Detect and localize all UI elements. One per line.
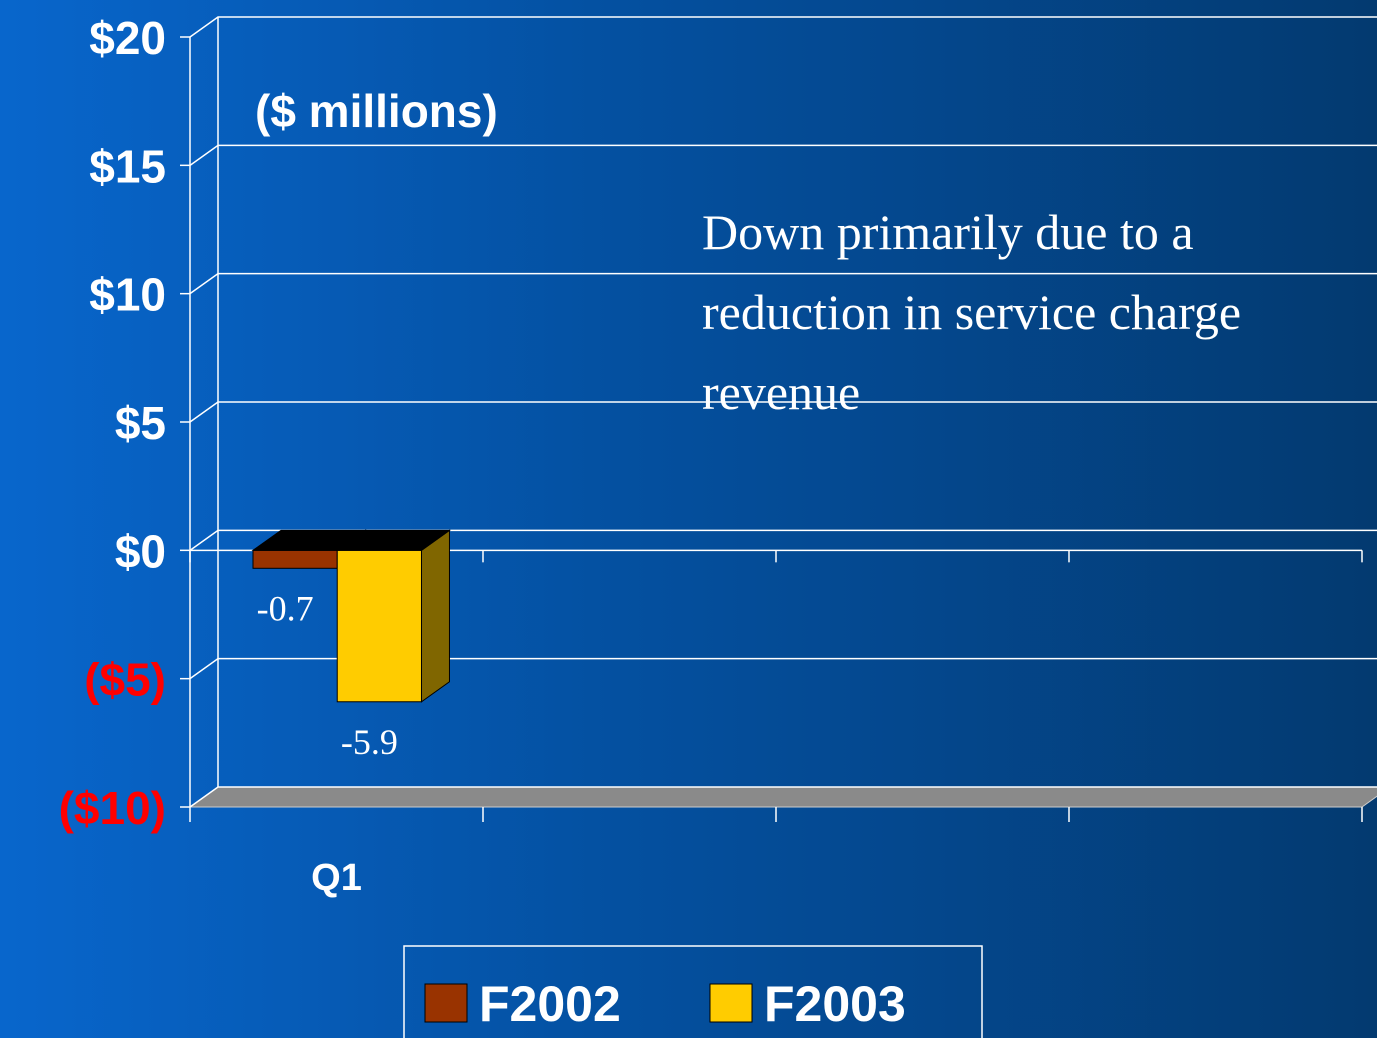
legend-label: F2002 bbox=[479, 976, 621, 1032]
y-tick-label: $10 bbox=[89, 269, 166, 321]
y-tick-label: ($10) bbox=[59, 782, 166, 834]
floor bbox=[188, 786, 1377, 808]
legend-box bbox=[403, 945, 983, 1038]
legend-label: F2003 bbox=[764, 976, 906, 1032]
grid-line bbox=[189, 529, 1377, 551]
legend-swatch bbox=[424, 983, 468, 1023]
legend-swatch bbox=[709, 983, 753, 1023]
data-label: -5.9 bbox=[341, 722, 398, 762]
grid-line bbox=[189, 786, 1377, 808]
grid-line bbox=[189, 144, 1377, 166]
grid-line bbox=[189, 657, 1377, 680]
annotation: Down primarily due to a reduction in ser… bbox=[702, 204, 1242, 420]
y-tick-label: $5 bbox=[115, 397, 166, 449]
bar-top bbox=[335, 529, 452, 551]
bar bbox=[252, 549, 338, 569]
y-tick-label: $20 bbox=[89, 12, 166, 64]
chart-subtitle: ($ millions) bbox=[255, 85, 498, 137]
y-tick-label: $15 bbox=[89, 140, 166, 192]
bar-side bbox=[420, 529, 450, 703]
grid-line bbox=[189, 272, 1377, 295]
y-tick-label: ($5) bbox=[84, 654, 166, 706]
bar bbox=[336, 549, 422, 703]
data-label: -0.7 bbox=[257, 588, 314, 628]
y-tick-label: $0 bbox=[115, 525, 166, 577]
grid-line bbox=[189, 401, 1377, 423]
x-tick-label: Q1 bbox=[311, 857, 362, 899]
grid-line bbox=[189, 16, 1377, 38]
